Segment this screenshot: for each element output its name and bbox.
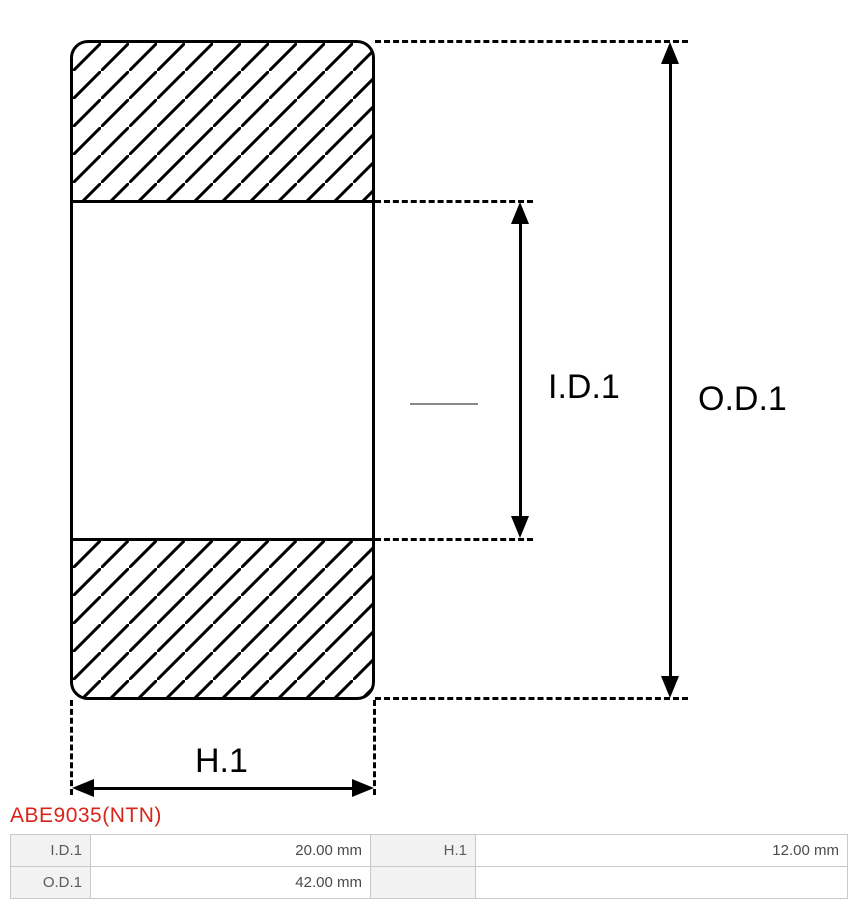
spec-value: 12.00 mm: [476, 835, 848, 867]
dim-od-arrow-up: [661, 42, 679, 64]
spec-label: [371, 867, 476, 899]
spec-label: H.1: [371, 835, 476, 867]
dim-h-arrow-right: [352, 779, 374, 797]
bearing-diagram: O.D.1 I.D.1 H.1: [0, 0, 848, 800]
spec-table: I.D.1 20.00 mm H.1 12.00 mm O.D.1 42.00 …: [10, 834, 848, 899]
ext-id-bottom: [375, 538, 533, 541]
table-row: O.D.1 42.00 mm: [11, 867, 848, 899]
ext-od-top: [375, 40, 688, 43]
spec-label: I.D.1: [11, 835, 91, 867]
ext-id-top: [375, 200, 533, 203]
table-row: I.D.1 20.00 mm H.1 12.00 mm: [11, 835, 848, 867]
hatch-top: [73, 43, 372, 200]
ext-od-bottom: [375, 697, 688, 700]
dim-h-arrow-left: [72, 779, 94, 797]
product-title: ABE9035(NTN): [10, 804, 848, 828]
dim-id-label: I.D.1: [548, 368, 620, 407]
bore-line-top: [70, 200, 375, 203]
dim-od-label: O.D.1: [698, 380, 787, 419]
spec-value: 42.00 mm: [91, 867, 371, 899]
dim-id-line: [519, 218, 522, 522]
dim-od-line: [669, 58, 672, 682]
bore-line-bottom: [70, 538, 375, 541]
centerline: [410, 403, 478, 405]
spec-value: [476, 867, 848, 899]
page-container: O.D.1 I.D.1 H.1 ABE9035(NTN) I.D.1 20.00…: [0, 0, 848, 899]
spec-value: 20.00 mm: [91, 835, 371, 867]
spec-label: O.D.1: [11, 867, 91, 899]
dim-id-arrow-up: [511, 202, 529, 224]
dim-od-arrow-down: [661, 676, 679, 698]
dim-id-arrow-down: [511, 516, 529, 538]
dim-h-line: [88, 787, 358, 790]
dim-h-label: H.1: [195, 742, 248, 781]
hatch-bottom: [73, 540, 372, 697]
